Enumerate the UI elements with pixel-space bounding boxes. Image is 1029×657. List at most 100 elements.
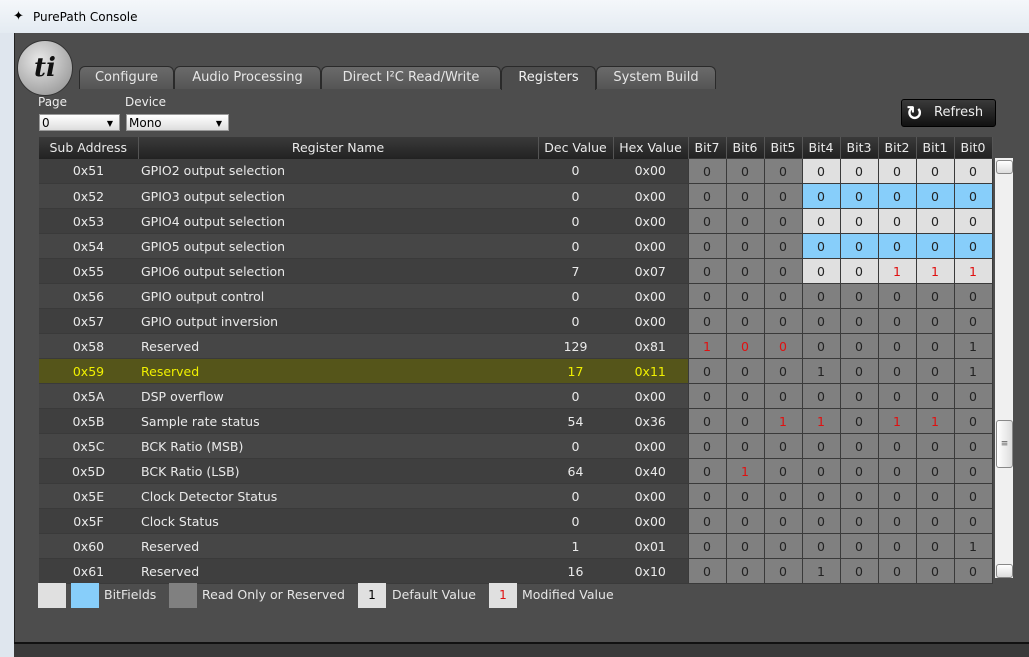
hex-value[interactable]: 0x01 bbox=[613, 533, 688, 559]
bit3-cell[interactable]: 0 bbox=[839, 233, 879, 259]
bit2-cell[interactable]: 1 bbox=[877, 258, 917, 284]
tab-registers[interactable]: Registers bbox=[501, 66, 596, 90]
bit0-cell[interactable]: 0 bbox=[953, 183, 993, 209]
tab-audio-processing[interactable]: Audio Processing bbox=[174, 66, 321, 89]
hex-value[interactable]: 0x00 bbox=[613, 508, 688, 534]
register-row[interactable]: 0x53 GPIO4 output selection 0 0x00 0 0 0 0 0 0 0 0 bbox=[39, 208, 993, 234]
bit2-cell[interactable]: 0 bbox=[877, 208, 917, 234]
refresh-button[interactable]: ↻ Refresh bbox=[901, 99, 996, 127]
dec-value[interactable]: 0 bbox=[538, 433, 613, 459]
dec-value[interactable]: 0 bbox=[538, 183, 613, 209]
bit0-cell[interactable]: 0 bbox=[953, 158, 993, 184]
bit3-cell[interactable]: 0 bbox=[839, 208, 879, 234]
hex-value[interactable]: 0x07 bbox=[613, 258, 688, 284]
hex-value[interactable]: 0x00 bbox=[613, 433, 688, 459]
bit0-cell[interactable]: 0 bbox=[953, 233, 993, 259]
scroll-thumb[interactable]: ≡ bbox=[996, 420, 1013, 468]
register-row[interactable]: 0x56 GPIO output control 0 0x00 0 0 0 0 0 0 0 0 bbox=[39, 283, 993, 309]
bit0-cell: 0 bbox=[953, 483, 993, 509]
hex-value[interactable]: 0x10 bbox=[613, 558, 688, 584]
bit7-cell: 0 bbox=[687, 283, 727, 309]
dec-value[interactable]: 0 bbox=[538, 308, 613, 334]
register-row[interactable]: 0x5C BCK Ratio (MSB) 0 0x00 0 0 0 0 0 0 0 0 bbox=[39, 433, 993, 459]
hex-value[interactable]: 0x81 bbox=[613, 333, 688, 359]
register-row[interactable]: 0x51 GPIO2 output selection 0 0x00 0 0 0 0 0 0 0 0 bbox=[39, 158, 993, 184]
dec-value[interactable]: 0 bbox=[538, 208, 613, 234]
bit3-cell[interactable]: 0 bbox=[839, 158, 879, 184]
device-select[interactable]: Mono ▼ bbox=[126, 114, 229, 131]
tab-direct-i2c[interactable]: Direct I²C Read/Write bbox=[321, 66, 501, 89]
hex-value[interactable]: 0x00 bbox=[613, 483, 688, 509]
vertical-scrollbar[interactable]: ≡ bbox=[995, 158, 1013, 578]
bit1-cell[interactable]: 0 bbox=[915, 183, 955, 209]
register-name: Sample rate status bbox=[138, 408, 538, 434]
bit0-cell: 0 bbox=[953, 433, 993, 459]
bit1-cell[interactable]: 0 bbox=[915, 208, 955, 234]
hex-value[interactable]: 0x40 bbox=[613, 458, 688, 484]
dec-value[interactable]: 0 bbox=[538, 158, 613, 184]
column-header-sub-address: Sub Address bbox=[39, 137, 139, 159]
bit1-cell[interactable]: 0 bbox=[915, 158, 955, 184]
bit1-cell[interactable]: 1 bbox=[915, 258, 955, 284]
register-row[interactable]: 0x5E Clock Detector Status 0 0x00 0 0 0 0 0 0 0 0 bbox=[39, 483, 993, 509]
bit4-cell[interactable]: 0 bbox=[801, 233, 841, 259]
dec-value[interactable]: 16 bbox=[538, 558, 613, 584]
hex-value[interactable]: 0x00 bbox=[613, 283, 688, 309]
bit3-cell[interactable]: 0 bbox=[839, 258, 879, 284]
bit0-cell[interactable]: 0 bbox=[953, 208, 993, 234]
register-row[interactable]: 0x55 GPIO6 output selection 7 0x07 0 0 0 0 0 1 1 1 bbox=[39, 258, 993, 284]
bit2-cell[interactable]: 0 bbox=[877, 158, 917, 184]
register-row[interactable]: 0x59 Reserved 17 0x11 0 0 0 1 0 0 0 1 bbox=[39, 358, 993, 384]
bit2-cell[interactable]: 0 bbox=[877, 183, 917, 209]
bit4-cell[interactable]: 0 bbox=[801, 183, 841, 209]
bit2-cell[interactable]: 0 bbox=[877, 233, 917, 259]
status-bar bbox=[14, 642, 1029, 657]
bit0-cell[interactable]: 1 bbox=[953, 258, 993, 284]
hex-value[interactable]: 0x00 bbox=[613, 208, 688, 234]
bit4-cell[interactable]: 0 bbox=[801, 158, 841, 184]
register-row[interactable]: 0x5A DSP overflow 0 0x00 0 0 0 0 0 0 0 0 bbox=[39, 383, 993, 409]
register-row[interactable]: 0x61 Reserved 16 0x10 0 0 0 1 0 0 0 0 bbox=[39, 558, 993, 584]
bit4-cell[interactable]: 0 bbox=[801, 208, 841, 234]
register-row[interactable]: 0x5F Clock Status 0 0x00 0 0 0 0 0 0 0 0 bbox=[39, 508, 993, 534]
dec-value[interactable]: 7 bbox=[538, 258, 613, 284]
bit1-cell[interactable]: 0 bbox=[915, 233, 955, 259]
bit4-cell[interactable]: 0 bbox=[801, 258, 841, 284]
register-row[interactable]: 0x57 GPIO output inversion 0 0x00 0 0 0 0 0 0 0 0 bbox=[39, 308, 993, 334]
register-row[interactable]: 0x54 GPIO5 output selection 0 0x00 0 0 0 0 0 0 0 0 bbox=[39, 233, 993, 259]
hex-value[interactable]: 0x00 bbox=[613, 158, 688, 184]
page-select[interactable]: 0 ▼ bbox=[39, 114, 120, 131]
register-row[interactable]: 0x60 Reserved 1 0x01 0 0 0 0 0 0 0 1 bbox=[39, 533, 993, 559]
tab-system-build[interactable]: System Build bbox=[596, 66, 716, 89]
hex-value[interactable]: 0x00 bbox=[613, 383, 688, 409]
bit3-cell: 0 bbox=[839, 283, 879, 309]
column-header-bit4: Bit4 bbox=[802, 137, 841, 159]
dec-value[interactable]: 0 bbox=[538, 508, 613, 534]
hex-value[interactable]: 0x00 bbox=[613, 183, 688, 209]
bit3-cell[interactable]: 0 bbox=[839, 183, 879, 209]
dec-value[interactable]: 0 bbox=[538, 233, 613, 259]
hex-value[interactable]: 0x36 bbox=[613, 408, 688, 434]
dec-value[interactable]: 17 bbox=[538, 358, 613, 384]
register-row[interactable]: 0x5B Sample rate status 54 0x36 0 0 1 1 0 1 1 0 bbox=[39, 408, 993, 434]
dec-value[interactable]: 0 bbox=[538, 383, 613, 409]
dec-value[interactable]: 129 bbox=[538, 333, 613, 359]
register-row[interactable]: 0x5D BCK Ratio (LSB) 64 0x40 0 1 0 0 0 0 0 0 bbox=[39, 458, 993, 484]
register-row[interactable]: 0x52 GPIO3 output selection 0 0x00 0 0 0 0 0 0 0 0 bbox=[39, 183, 993, 209]
bit3-cell: 0 bbox=[839, 408, 879, 434]
hex-value[interactable]: 0x00 bbox=[613, 233, 688, 259]
scroll-down-button[interactable] bbox=[996, 564, 1013, 578]
bit5-cell: 0 bbox=[763, 233, 803, 259]
hex-value[interactable]: 0x00 bbox=[613, 308, 688, 334]
dec-value[interactable]: 0 bbox=[538, 483, 613, 509]
tab-configure[interactable]: Configure bbox=[79, 66, 174, 89]
register-row[interactable]: 0x58 Reserved 129 0x81 1 0 0 0 0 0 0 1 bbox=[39, 333, 993, 359]
bit6-cell: 0 bbox=[725, 258, 765, 284]
dec-value[interactable]: 54 bbox=[538, 408, 613, 434]
dec-value[interactable]: 1 bbox=[538, 533, 613, 559]
hex-value[interactable]: 0x11 bbox=[613, 358, 688, 384]
dec-value[interactable]: 64 bbox=[538, 458, 613, 484]
bit7-cell: 0 bbox=[687, 208, 727, 234]
scroll-up-button[interactable] bbox=[996, 160, 1013, 174]
dec-value[interactable]: 0 bbox=[538, 283, 613, 309]
